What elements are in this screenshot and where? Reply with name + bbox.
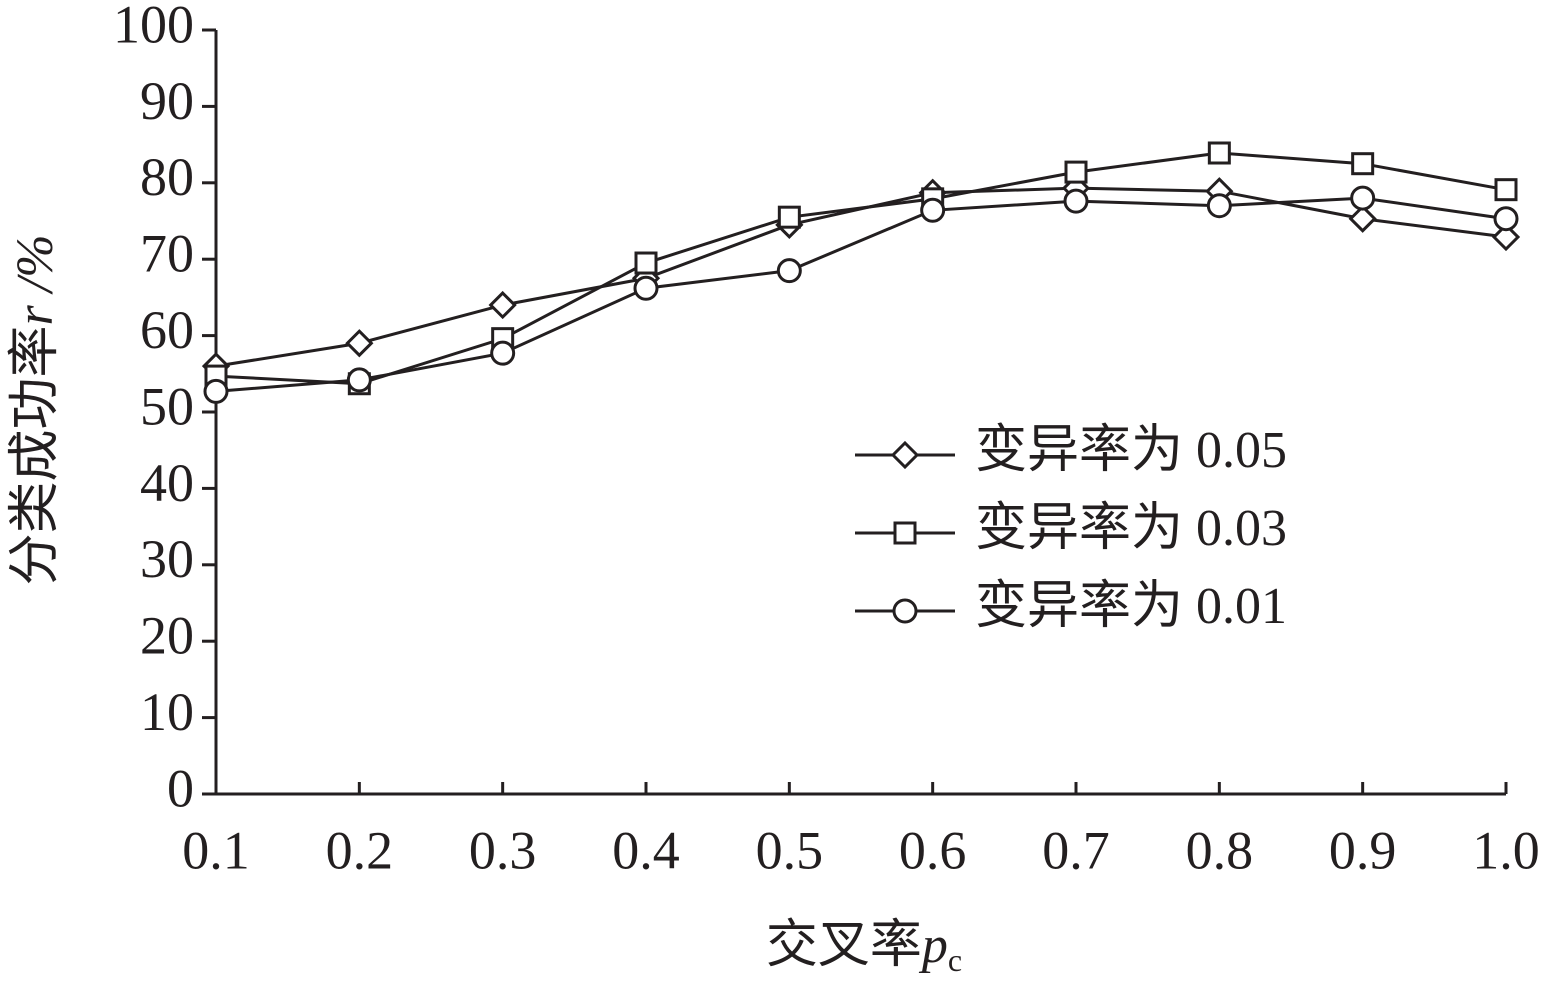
marker <box>488 290 517 320</box>
marker <box>1350 185 1376 211</box>
legend-marker <box>893 521 917 545</box>
marker <box>1494 178 1518 202</box>
marker <box>633 275 659 301</box>
x-tick-label: 0.9 <box>1329 820 1397 880</box>
marker <box>1206 193 1232 219</box>
y-axis-label: 分类成功率r /% <box>7 234 64 585</box>
marker <box>1064 160 1088 184</box>
marker <box>490 340 516 366</box>
marker <box>776 258 802 284</box>
x-tick-label: 0.7 <box>1042 820 1110 880</box>
y-tick-label: 40 <box>140 453 194 513</box>
marker <box>1491 222 1521 252</box>
marker <box>345 329 374 358</box>
x-tick-label: 0.3 <box>469 820 537 880</box>
y-tick-label: 80 <box>140 147 194 207</box>
series-line <box>215 151 1507 386</box>
y-tick-label: 70 <box>140 224 194 284</box>
legend-label: 变异率为 0.03 <box>975 500 1287 557</box>
y-tick-label: 50 <box>140 376 194 436</box>
y-tick-label: 60 <box>140 300 194 360</box>
y-tick-label: 10 <box>140 682 194 742</box>
marker <box>1493 206 1519 232</box>
y-tick-label: 90 <box>140 71 194 131</box>
marker <box>346 367 372 393</box>
y-tick-label: 20 <box>140 606 194 666</box>
marker <box>1348 204 1377 233</box>
x-tick-label: 0.2 <box>326 820 394 880</box>
y-tick-label: 30 <box>140 529 194 589</box>
x-tick-label: 0.1 <box>182 820 250 880</box>
x-tick-label: 1.0 <box>1472 820 1540 880</box>
marker <box>1207 141 1231 165</box>
legend-marker <box>890 440 920 470</box>
x-tick-label: 0.5 <box>756 820 824 880</box>
marker <box>203 378 229 404</box>
series-line <box>215 186 1507 368</box>
legend-marker <box>892 598 918 624</box>
x-axis-label: 交叉率pc <box>766 917 962 978</box>
x-tick-label: 0.4 <box>612 820 680 880</box>
legend-label: 变异率为 0.01 <box>975 578 1287 635</box>
series-line <box>215 196 1507 393</box>
y-tick-label: 100 <box>113 0 194 54</box>
y-tick-label: 0 <box>167 758 194 818</box>
marker <box>1351 152 1375 176</box>
x-tick-label: 0.6 <box>899 820 967 880</box>
x-tick-label: 0.8 <box>1186 820 1254 880</box>
marker <box>634 251 658 275</box>
marker <box>1063 188 1089 214</box>
legend-label: 变异率为 0.05 <box>975 422 1287 479</box>
marker <box>777 205 801 229</box>
marker <box>920 197 946 223</box>
